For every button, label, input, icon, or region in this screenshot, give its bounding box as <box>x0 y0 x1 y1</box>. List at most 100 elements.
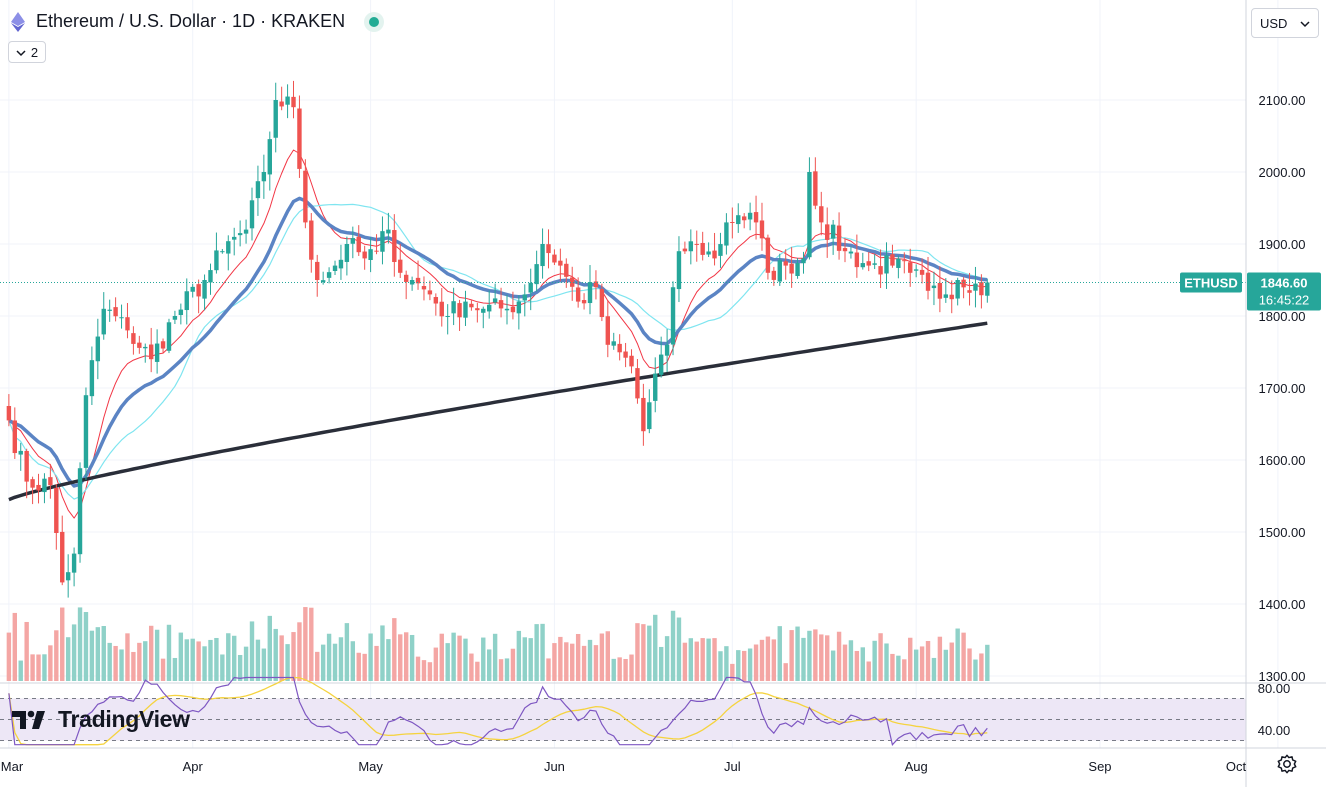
volume-bar <box>771 639 777 681</box>
volume-bars <box>6 607 990 681</box>
volume-bar <box>320 644 326 681</box>
candle-body <box>848 251 854 254</box>
candle-body <box>95 336 101 362</box>
volume-bar <box>380 625 385 681</box>
volume-bar <box>273 628 278 681</box>
candle-body <box>712 250 717 259</box>
volume-bar <box>315 651 320 681</box>
volume-bar <box>332 643 338 681</box>
candle-body <box>439 301 444 317</box>
countdown-label: 16:45:22 <box>1259 292 1310 307</box>
candle-body <box>427 290 433 295</box>
candle-body <box>220 251 225 253</box>
chart-header: Ethereum / U.S. Dollar · 1D · KRAKEN <box>8 11 380 32</box>
volume-bar <box>36 654 41 681</box>
candle-body <box>670 287 676 345</box>
candle-body <box>249 200 255 229</box>
volume-bar <box>71 624 77 681</box>
volume-bar <box>949 642 954 681</box>
volume-bar <box>297 622 302 681</box>
volume-bar <box>214 637 219 681</box>
volume-bar <box>658 646 664 681</box>
candle-body <box>919 269 925 275</box>
volume-bar <box>848 640 854 681</box>
volume-bar <box>226 633 231 681</box>
candle-body <box>65 572 71 581</box>
volume-bar <box>166 624 172 681</box>
rsi-pane <box>0 676 1326 746</box>
volume-bar <box>516 630 522 681</box>
volume-bar <box>279 635 284 681</box>
volume-bar <box>475 661 480 681</box>
price-tick-label: 1600.00 <box>1259 453 1306 468</box>
candle-body <box>202 280 207 299</box>
volume-bar <box>154 629 160 681</box>
candle-body <box>457 303 462 318</box>
candle-body <box>196 284 201 297</box>
volume-bar <box>368 633 373 681</box>
candle-body <box>736 215 741 225</box>
volume-bar <box>143 641 148 681</box>
candle-body <box>498 300 504 309</box>
chart-grid <box>0 0 1279 748</box>
volume-bar <box>469 653 474 681</box>
volume-bar <box>635 623 640 681</box>
candle-body <box>89 360 95 397</box>
currency-value: USD <box>1260 15 1288 31</box>
candle-body <box>617 343 622 353</box>
candle-body <box>694 243 699 245</box>
candle-body <box>315 261 320 280</box>
volume-bar <box>819 634 824 681</box>
volume-bar <box>854 650 860 681</box>
volume-bar <box>599 633 605 681</box>
candle-body <box>243 229 249 234</box>
volume-bar <box>107 642 112 681</box>
price-tick-label: 1300.00 <box>1259 669 1306 684</box>
ma-fast-line <box>8 149 988 519</box>
candle-body <box>795 263 800 276</box>
gear-icon[interactable] <box>1276 753 1298 775</box>
volume-bar <box>12 612 17 681</box>
currency-select[interactable]: USD <box>1251 8 1319 38</box>
volume-bar <box>356 652 361 681</box>
candle-body <box>160 341 166 349</box>
candle-body <box>706 251 711 255</box>
candle-body <box>208 270 213 283</box>
candle-body <box>415 277 421 284</box>
indicator-count: 2 <box>30 44 39 60</box>
candle-body <box>860 263 865 268</box>
volume-bar <box>777 626 782 681</box>
volume-bar <box>943 649 949 681</box>
indicators-toggle[interactable]: 2 <box>8 41 46 63</box>
candle-body <box>6 406 12 421</box>
candle-body <box>623 351 628 358</box>
candle-body <box>190 286 195 292</box>
candle-body <box>445 316 450 317</box>
candle-body <box>931 285 937 289</box>
candle-body <box>42 478 47 493</box>
volume-bar <box>558 636 563 681</box>
candle-body <box>475 308 480 311</box>
volume-bar <box>243 646 249 681</box>
symbol-label: ETHUSD <box>1184 275 1237 290</box>
volume-bar <box>961 632 966 681</box>
volume-bar <box>463 638 468 681</box>
candle-body <box>332 265 338 271</box>
candle-body <box>575 287 581 302</box>
candle-body <box>558 260 563 266</box>
candle-body <box>730 222 735 224</box>
candle-body <box>30 479 35 488</box>
candle-body <box>338 259 344 269</box>
volume-bar <box>670 610 676 681</box>
candle-body <box>688 241 694 252</box>
volume-bar <box>255 639 261 681</box>
candles <box>6 80 990 598</box>
volume-bar <box>409 634 415 681</box>
symbol-title[interactable]: Ethereum / U.S. Dollar · 1D · KRAKEN <box>36 11 346 31</box>
volume-bar <box>481 637 486 681</box>
last-price-label: 1846.60 <box>1261 275 1308 290</box>
volume-bar <box>629 654 634 681</box>
candle-body <box>635 368 640 399</box>
